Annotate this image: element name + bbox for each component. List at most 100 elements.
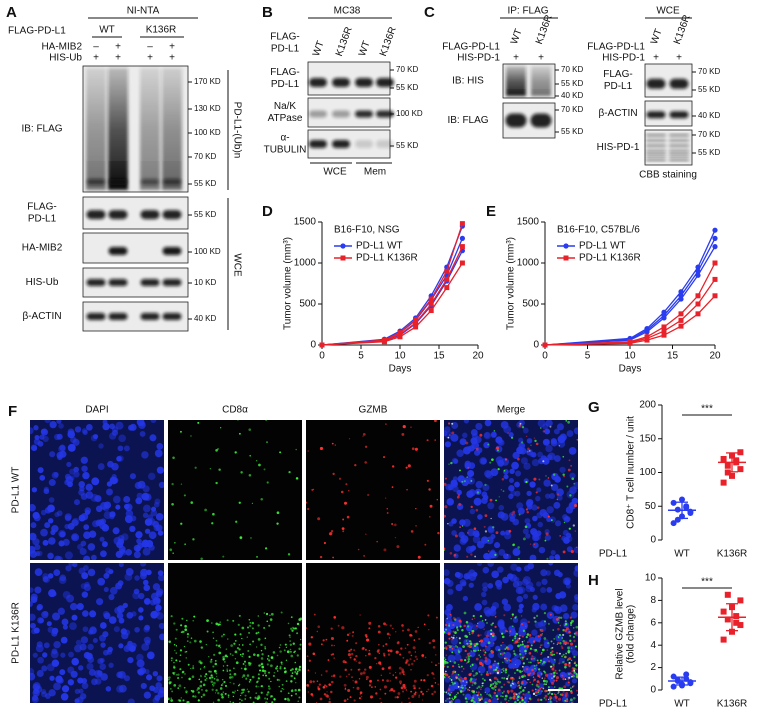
cell [54,555,61,560]
cell [375,692,378,695]
cell [32,511,40,520]
blot-label: IB: FLAG [21,124,62,135]
cell [244,667,247,671]
cell [569,672,571,675]
blot-label: ATPase [268,113,303,124]
cell [152,583,161,591]
cell [184,650,187,653]
cell [385,497,387,499]
cell [137,480,146,489]
micrograph [444,420,578,560]
cell [531,458,540,467]
cell [564,694,568,697]
cell [359,614,361,616]
cell [205,643,207,646]
cell [561,687,563,690]
point [542,342,548,348]
cell [263,626,266,630]
cell [265,420,268,421]
cell [74,698,80,703]
cell [536,694,538,697]
cell [573,669,576,672]
cell [348,673,350,676]
cell [483,628,485,631]
cell [504,458,508,461]
cell [466,445,472,452]
point [661,328,667,334]
cell [37,467,44,474]
cell [34,551,41,557]
cell [539,687,542,690]
cell [561,674,564,677]
cell [544,689,547,693]
cell [491,687,493,689]
cell [469,633,471,635]
cell [527,563,535,570]
legend-label: PD-L1 WT [356,241,403,252]
cell [459,679,463,683]
cell [550,672,553,675]
cell [503,614,506,617]
cell [571,619,574,623]
cell [137,542,144,549]
cell [550,651,552,654]
cell [249,643,251,646]
cell [61,618,69,626]
cell [557,440,566,448]
cell [306,655,309,658]
cell [30,427,34,435]
cell [211,688,214,691]
cell [526,490,532,497]
cell [218,651,222,655]
cell [480,686,483,689]
cell [401,701,403,703]
cell [495,579,503,588]
cell [286,650,290,654]
cell [456,629,459,632]
cell [534,439,537,443]
marker-label: 40 KD [194,314,216,323]
cell [212,684,215,687]
cell [473,527,477,530]
cell [290,616,293,619]
cell [224,692,227,695]
cell [170,659,173,662]
cell [68,563,76,567]
line [321,262,463,346]
cell [265,612,269,616]
cell [458,665,460,668]
band [646,134,666,137]
cell [469,681,472,684]
cell [457,663,460,666]
cell [115,550,123,559]
cell [30,667,35,676]
cell [191,690,195,693]
cell [536,487,542,493]
cell [209,660,213,663]
cell [310,693,314,696]
cell [556,493,560,496]
cell [510,657,518,665]
cell [263,468,266,471]
cell [229,676,232,679]
cell [190,501,194,504]
cell [31,696,39,703]
cell [570,464,573,467]
cell [446,698,449,701]
cell [541,652,543,654]
cell [291,672,294,674]
cell [232,695,235,698]
cell [78,665,84,671]
cell [183,686,186,689]
cell [453,544,461,552]
cell [543,637,547,640]
cell [112,495,121,504]
cell [400,686,404,690]
cell [451,647,454,650]
cell [465,656,468,659]
cell [169,548,173,552]
cell [87,543,96,551]
point [720,608,727,615]
column-header: Merge [497,405,526,416]
cell [445,654,448,657]
